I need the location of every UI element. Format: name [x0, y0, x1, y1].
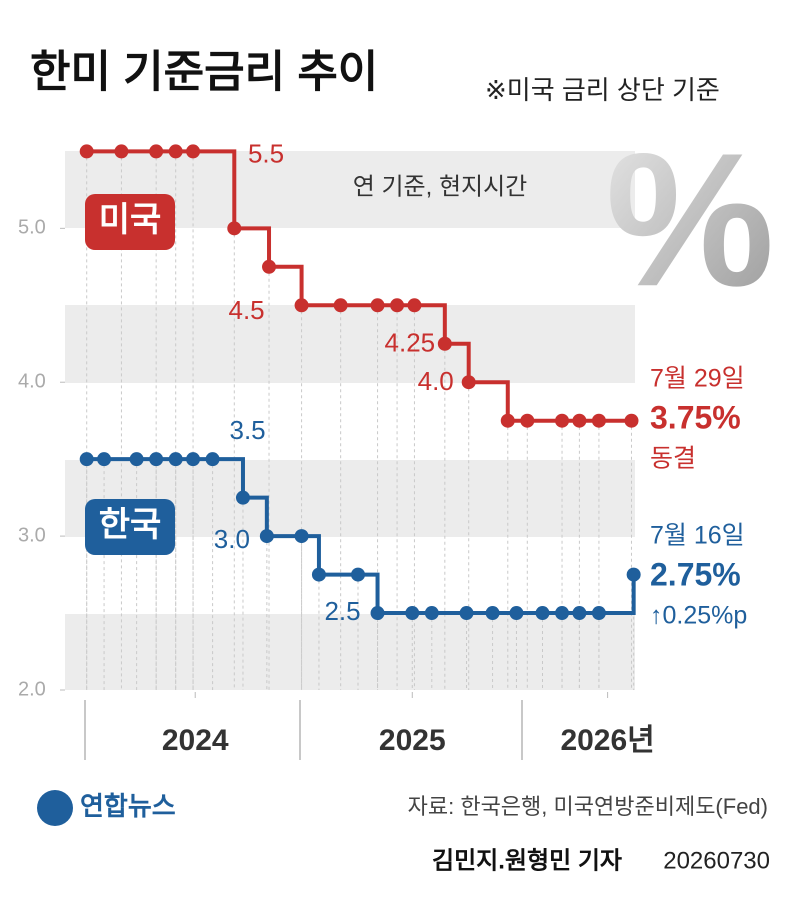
rate-dot — [461, 375, 476, 390]
y-tick-label: 3.0 — [18, 524, 46, 546]
x-tick-label: 2025 — [379, 724, 446, 757]
value-label: 5.5 — [248, 138, 284, 168]
percent-symbol: % — [606, 114, 775, 326]
rate-dot — [227, 221, 242, 236]
title: 한미 기준금리 추이 — [30, 48, 378, 97]
rate-dot — [294, 529, 309, 544]
rate-dot — [370, 298, 385, 313]
rate-dot — [407, 298, 422, 313]
value-label: 4.25 — [385, 328, 436, 358]
value-label: 4.0 — [418, 366, 454, 396]
rate-dot — [259, 529, 274, 544]
rate-dot — [97, 452, 112, 467]
y-tick-label: 5.0 — [18, 217, 46, 239]
rate-dot — [591, 606, 606, 621]
year-dividers — [84, 700, 523, 760]
rate-dot — [351, 567, 366, 582]
rate-dot — [262, 259, 277, 274]
x-tick-label: 2026년 — [560, 724, 654, 757]
rate-dot — [168, 452, 183, 467]
rate-dot — [405, 606, 420, 621]
rate-dot — [520, 413, 535, 428]
change: 동결 — [650, 445, 696, 473]
rate-dot — [79, 452, 94, 467]
value-label: 3.0 — [214, 524, 250, 554]
rate-dot — [591, 413, 606, 428]
source: 자료: 한국은행, 미국연방준비제도(Fed) — [408, 794, 768, 819]
byline: 김민지.원형민 기자 — [432, 847, 622, 874]
rate-dot — [572, 606, 587, 621]
rate-dot — [555, 606, 570, 621]
rate-dot — [129, 452, 144, 467]
y-tick-label: 4.0 — [18, 371, 46, 393]
rate-dot — [149, 452, 164, 467]
rate-dot — [235, 490, 250, 505]
value-label: 2.5 — [324, 596, 360, 626]
latest-date: 7월 29일 — [650, 365, 745, 393]
value-label: 4.5 — [229, 295, 265, 325]
logo-icon — [37, 790, 73, 826]
plot: 2.0 3.0 4.0 5.0 2024 2025 2026년 5.5 4.5 4.25 4.0 미국… — [18, 138, 747, 757]
rate-dot — [437, 336, 452, 351]
legend-label: 미국 — [99, 201, 162, 239]
rate-dot — [370, 606, 385, 621]
rate-dot — [572, 413, 587, 428]
legend-label: 한국 — [99, 506, 162, 544]
rate-dot — [459, 606, 474, 621]
rate-dot — [485, 606, 500, 621]
bands — [65, 151, 635, 690]
rate-dot — [205, 452, 220, 467]
date: 20260730 — [663, 847, 770, 874]
rate-dot — [390, 298, 405, 313]
rate-dot — [294, 298, 309, 313]
rate-dot — [311, 567, 326, 582]
value-label: 3.5 — [230, 415, 266, 445]
rate-dot — [555, 413, 570, 428]
change: ↑0.25%p — [650, 602, 747, 630]
rate-dot — [79, 144, 94, 159]
latest-rate: 3.75% — [650, 399, 741, 435]
latest-date: 7월 16일 — [650, 522, 745, 550]
logo: 연합뉴스 — [80, 791, 176, 821]
rate-dot — [626, 567, 641, 582]
rate-dot — [500, 413, 515, 428]
rate-dot — [624, 413, 639, 428]
rate-dot — [424, 606, 439, 621]
latest-rate: 2.75% — [650, 556, 741, 592]
rate-dot — [535, 606, 550, 621]
subtitle: ※미국 금리 상단 기준 — [485, 75, 720, 105]
rate-dot — [168, 144, 183, 159]
rate-dot — [509, 606, 524, 621]
x-tick-label: 2024 — [162, 724, 229, 757]
legend-box — [85, 194, 175, 250]
y-tick-label: 2.0 — [18, 678, 46, 700]
rate-line — [86, 457, 636, 616]
rate-dot — [333, 298, 348, 313]
rate-dot — [114, 144, 129, 159]
note: 연 기준, 현지시간 — [353, 173, 528, 200]
rate-dot — [149, 144, 164, 159]
rate-dot — [186, 144, 201, 159]
legend-box — [85, 499, 175, 555]
rate-dot — [186, 452, 201, 467]
